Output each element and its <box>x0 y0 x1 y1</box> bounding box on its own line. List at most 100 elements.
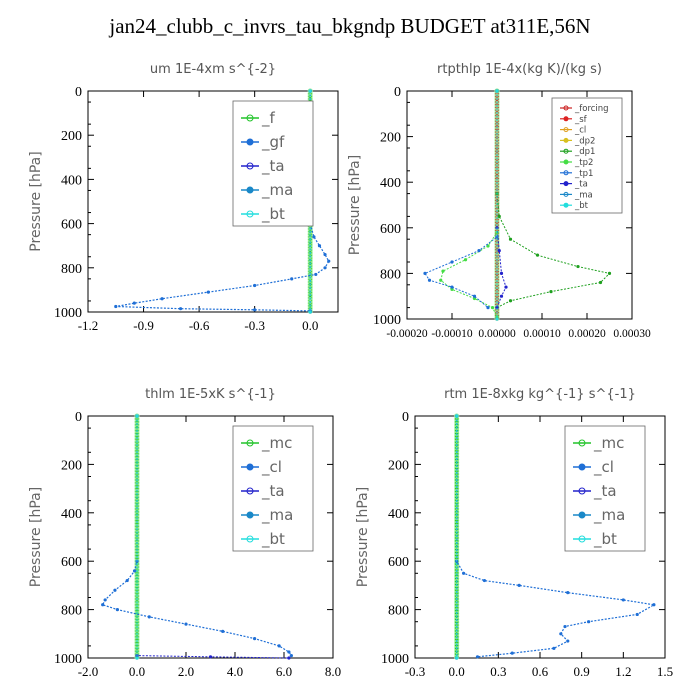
x-tick-label: 0.00000 <box>478 328 516 340</box>
y-tick-label: 800 <box>388 604 409 619</box>
y-tick-label: 1000 <box>54 652 82 667</box>
legend-swatch-marker <box>578 439 586 447</box>
legend-swatch-marker <box>563 191 569 197</box>
x-tick-label: -2.0 <box>78 664 99 679</box>
series-point <box>494 197 500 204</box>
panel-title: thlm 1E-5xK s^{-1} <box>145 387 276 402</box>
series-point <box>455 414 459 418</box>
legend-swatch-marker <box>563 116 569 122</box>
series-point <box>160 297 164 301</box>
series-point <box>308 89 312 93</box>
y-tick-label: 1000 <box>373 313 401 328</box>
series-point <box>132 301 136 305</box>
series-point <box>510 651 514 655</box>
x-tick-label: 0.00010 <box>523 328 561 340</box>
series-point <box>454 613 460 619</box>
x-tick-label: 6.0 <box>276 664 292 679</box>
series-line-cl <box>456 416 656 658</box>
series-point <box>494 310 500 316</box>
series-point <box>499 271 504 275</box>
x-tick-label: -0.00020 <box>386 328 427 340</box>
series-point <box>317 244 322 248</box>
series-point <box>563 624 567 629</box>
plot-frame <box>406 90 633 320</box>
series-point <box>494 285 500 291</box>
series-point <box>497 249 501 253</box>
series-point <box>134 596 140 602</box>
legend-swatch-marker <box>563 137 569 143</box>
series-point <box>552 646 556 650</box>
series-point <box>454 512 460 518</box>
series-point <box>312 235 316 239</box>
x-tick-label: 0.00030 <box>613 328 651 340</box>
legend-swatch-marker <box>578 511 586 519</box>
panel-title: rtm 1E-8xkg kg^{-1} s^{-1} <box>444 387 636 402</box>
series-point <box>307 271 313 277</box>
series-point <box>495 89 499 93</box>
series-point <box>598 280 603 285</box>
legend-label: _tp1 <box>574 169 593 179</box>
series-point <box>455 656 459 660</box>
legend-label: _ta <box>261 482 285 501</box>
series-point <box>450 285 454 289</box>
y-tick-label: 0 <box>75 410 82 425</box>
series-point <box>307 260 313 266</box>
x-tick-label: 0.0 <box>449 664 465 679</box>
series-point <box>486 244 490 248</box>
y-tick-label: 400 <box>61 173 82 188</box>
y-tick-label: 600 <box>61 218 82 233</box>
series-point <box>454 544 460 550</box>
series-point <box>462 571 466 575</box>
legend-box <box>232 100 314 227</box>
legend-swatch-marker <box>246 210 254 218</box>
legend-swatch-marker <box>563 181 569 187</box>
series-point <box>517 583 521 588</box>
series-point <box>621 598 625 602</box>
series-point <box>497 214 501 218</box>
series-point <box>475 655 480 659</box>
y-tick-label: 800 <box>380 267 401 282</box>
x-tick-label: 0.00020 <box>568 328 606 340</box>
x-tick-label: 8.0 <box>325 664 341 679</box>
series-point <box>454 425 460 431</box>
series-point <box>113 588 117 592</box>
legend-label: _sf <box>574 115 588 125</box>
series-point <box>134 631 140 637</box>
legend-label: _ma <box>574 190 593 200</box>
series-point <box>115 608 119 612</box>
series-point <box>327 259 331 263</box>
x-tick-label: 2.0 <box>178 664 194 679</box>
y-tick-label: 0 <box>402 410 409 425</box>
series-point <box>287 650 291 654</box>
series-point <box>423 271 427 275</box>
y-axis-label: Pressure [hPa] <box>347 155 363 255</box>
series-point <box>147 615 151 619</box>
legend-label: _dp1 <box>574 147 595 157</box>
series-point <box>134 425 140 431</box>
legend-swatch-marker <box>563 148 569 154</box>
series-point <box>494 159 500 165</box>
series-point <box>101 603 105 607</box>
legend-label: _ta <box>261 157 285 176</box>
y-tick-label: 0 <box>75 85 82 100</box>
y-tick-label: 1000 <box>54 306 82 321</box>
series-point <box>566 591 570 595</box>
series-point <box>134 477 140 483</box>
legend-swatch-marker <box>563 105 569 111</box>
series-point <box>454 477 460 483</box>
legend-label: _dp2 <box>574 136 595 146</box>
legend-label: _mc <box>593 434 624 453</box>
series-point <box>549 290 553 294</box>
series-point <box>307 88 313 94</box>
series-point <box>308 310 312 314</box>
figure-title: jan24_clubb_c_invrs_tau_bkgndp BUDGET at… <box>109 14 591 38</box>
legend-swatch-marker <box>246 138 254 146</box>
series-point <box>135 414 139 418</box>
legend-label: _bt <box>261 205 285 224</box>
series-point <box>607 271 612 275</box>
legend-label: _f <box>261 109 276 128</box>
series-point <box>454 631 460 637</box>
y-tick-label: 400 <box>61 507 82 522</box>
series-point <box>134 442 140 448</box>
series-point <box>253 308 257 312</box>
